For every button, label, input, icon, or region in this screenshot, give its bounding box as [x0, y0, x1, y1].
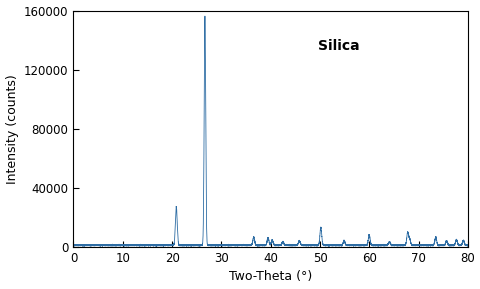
X-axis label: Two-Theta (°): Two-Theta (°) — [228, 271, 312, 284]
Text: Silica: Silica — [317, 39, 359, 53]
Y-axis label: Intensity (counts): Intensity (counts) — [6, 74, 19, 184]
